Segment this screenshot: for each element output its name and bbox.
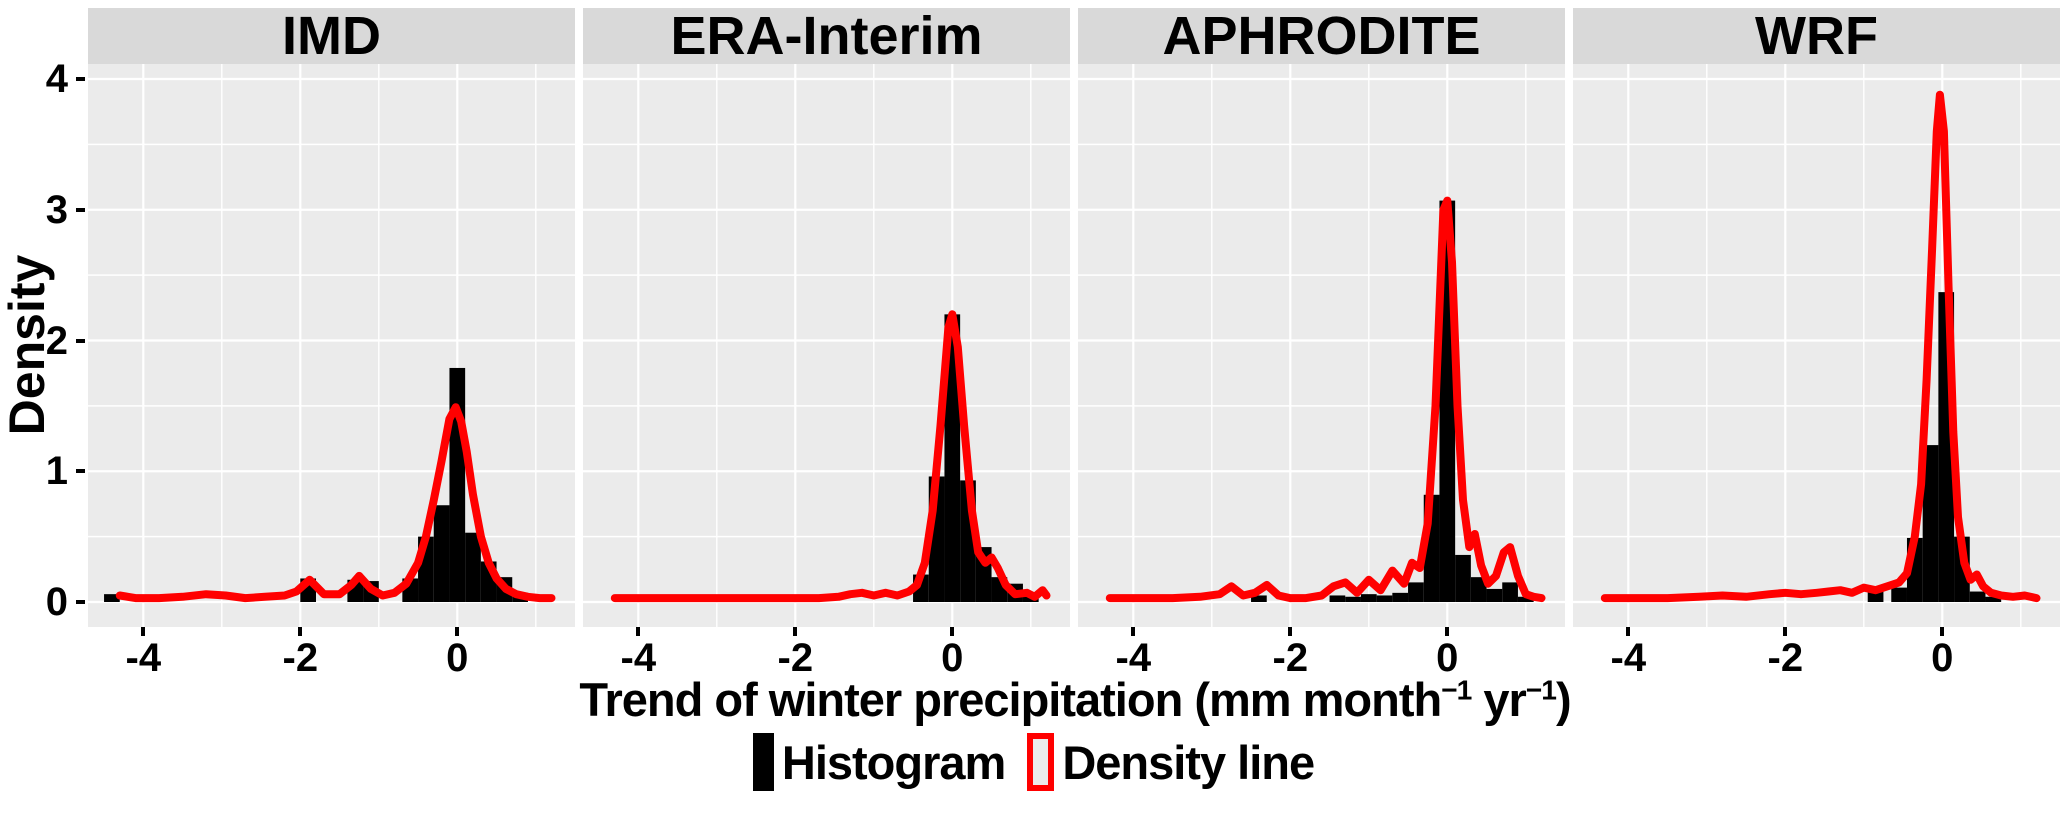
panel-chart-svg [1078,64,1565,627]
panel-x-axis: -4 -2 0 [1573,627,2060,683]
panel-x-axis: -4 -2 0 [583,627,1070,683]
legend-item-density: Density line [1027,733,1315,791]
facet-panel-wrf: WRF -4 -2 0 [1573,6,2060,683]
x-axis-units-mid: yr [1471,673,1526,726]
histogram-bars [1867,292,2002,602]
histogram-bars [1251,200,1534,602]
y-tick-label: 0 [45,580,68,624]
x-tick-label: 0 [1436,636,1459,680]
panel-plot-area [583,64,1070,627]
density-line [610,310,1051,603]
panel-plot-area [1078,64,1565,627]
facet-strip-label: ERA-Interim [583,6,1070,66]
x-axis-title: Trend of winter precipitation (mm month−… [88,672,2062,727]
legend-item-histogram: Histogram [752,733,1006,791]
x-tick-mark [950,627,955,636]
density-line [115,403,556,603]
x-tick-label: 0 [1931,636,1954,680]
panel-x-axis: -4 -2 0 [88,627,575,683]
x-axis-units-open: (mm month [1182,673,1442,726]
x-axis-title-text: Trend of winter precipitation [579,673,1183,726]
y-tick-label: 2 [45,318,68,363]
x-tick-label: -2 [1767,636,1804,680]
density-line [1105,196,1546,603]
histogram-bars [913,314,1039,602]
panel-plot-area [88,64,575,627]
density-line [1600,90,2041,603]
x-tick-label: -4 [620,636,657,680]
facet-panel-aphrodite: APHRODITE -4 -2 0 [1078,6,1565,683]
y-tick-mark [76,600,85,604]
x-tick-mark [141,627,146,636]
x-tick-label: 0 [941,636,964,680]
x-tick-mark [298,627,303,636]
x-tick-label: -2 [777,636,814,680]
x-tick-label: -2 [1272,636,1309,680]
y-tick-mark [76,207,85,212]
x-tick-mark [1288,627,1293,636]
histogram-key-swatch [752,733,774,791]
x-axis-units-close: ) [1555,673,1572,726]
x-tick-label: 0 [446,636,469,680]
x-tick-mark [636,627,641,636]
legend-label-density: Density line [1062,735,1315,789]
facet-panels: IMD -4 -2 0 ERA-Interim -4 -2 0 APHRODITE -4 -2 0 WR… [88,6,2060,683]
density-key-swatch [1027,733,1055,791]
y-tick-label: 4 [45,57,68,101]
panel-chart-svg [88,64,575,627]
y-tick-mark [76,338,85,343]
legend: Histogram Density line [0,733,2067,791]
x-axis-superscript: −1 [1525,673,1557,706]
y-tick-label: 1 [45,449,68,494]
facet-strip-label: IMD [88,6,575,66]
x-tick-mark [1626,627,1631,636]
x-tick-label: -4 [125,636,162,680]
panel-chart-svg [583,64,1070,627]
x-tick-label: -4 [1610,636,1647,680]
x-tick-label: -4 [1115,636,1152,680]
facet-panel-era-interim: ERA-Interim -4 -2 0 [583,6,1070,683]
x-tick-label: -2 [282,636,319,680]
histogram-bars [104,367,528,602]
x-tick-mark [1940,627,1945,636]
facet-strip-label: WRF [1573,6,2060,66]
panel-plot-area [1573,64,2060,627]
facet-panel-imd: IMD -4 -2 0 [88,6,575,683]
x-tick-mark [455,627,460,636]
facet-strip-label: APHRODITE [1078,6,1565,66]
panel-x-axis: -4 -2 0 [1078,627,1565,683]
y-tick-label: 3 [45,187,68,232]
x-tick-mark [1445,627,1450,636]
legend-label-histogram: Histogram [781,735,1006,789]
x-tick-mark [1783,627,1788,636]
x-tick-mark [793,627,798,636]
y-tick-mark [76,77,85,81]
panel-chart-svg [1573,64,2060,627]
x-axis-superscript: −1 [1441,673,1472,706]
y-tick-mark [76,469,85,474]
x-tick-mark [1131,627,1136,636]
